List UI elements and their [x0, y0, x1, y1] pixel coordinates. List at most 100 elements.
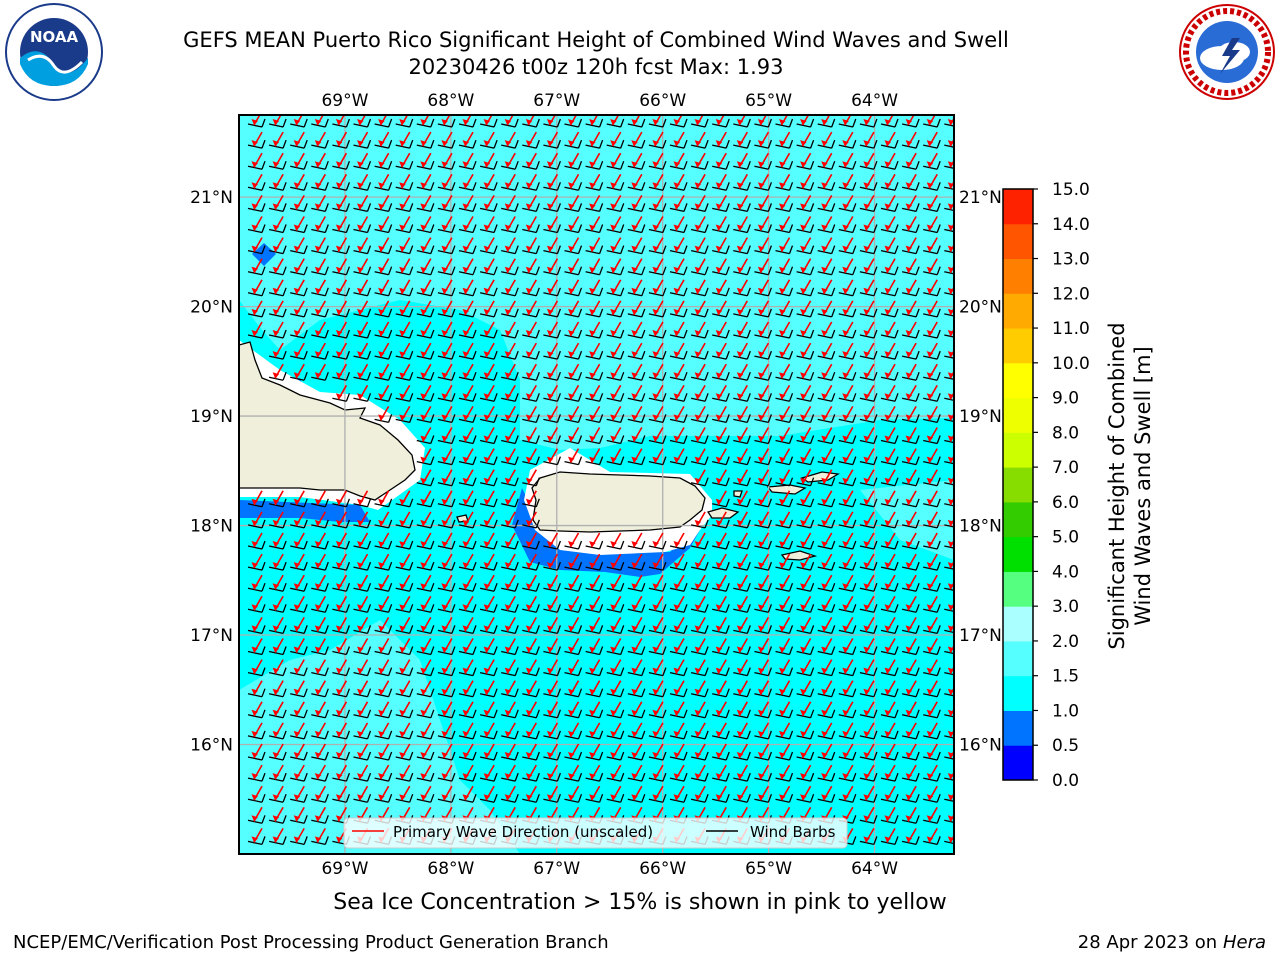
wind-barb	[543, 435, 562, 445]
wind-barb	[944, 313, 954, 317]
wave-arrow-head	[399, 730, 406, 737]
wind-barb	[543, 604, 562, 613]
wind-barb	[416, 582, 435, 592]
wave-arrow-head	[779, 688, 786, 695]
wave-arrow-head	[335, 519, 343, 526]
wave-arrow-head	[589, 456, 596, 463]
wave-arrow-head	[842, 330, 849, 336]
wave-arrow-head	[694, 266, 702, 273]
wind-barb	[332, 308, 351, 318]
wave-arrow-head	[568, 330, 575, 336]
wave-arrow-head	[546, 794, 554, 801]
wave-arrow-head	[652, 794, 659, 801]
wave-arrow-head	[272, 161, 280, 168]
wave-arrow-head	[673, 393, 680, 400]
wave-arrow-head	[800, 414, 807, 421]
wind-barb	[353, 772, 372, 782]
wave-arrow-head	[272, 372, 280, 379]
wind-barb	[311, 709, 329, 719]
wave-arrow-head	[357, 224, 364, 231]
wave-arrow-head	[884, 794, 891, 801]
wind-barb	[606, 245, 625, 255]
wind-barb	[733, 625, 751, 635]
wave-arrow-head	[462, 414, 469, 421]
wind-barb	[522, 203, 540, 213]
wave-arrow-head	[926, 287, 934, 294]
colorbar-tick-label: 3.0	[1052, 597, 1079, 617]
wind-barb	[585, 667, 604, 677]
wind-barb	[901, 498, 920, 508]
wave-arrow-head	[863, 688, 870, 695]
wind-barb	[817, 371, 836, 381]
wave-arrow-head	[568, 752, 575, 758]
wind-barb	[501, 646, 519, 656]
lat-label-left: 20°N	[190, 298, 233, 318]
wind-barb	[733, 245, 751, 255]
wave-arrow-head	[863, 245, 870, 252]
wave-arrow-head	[905, 519, 913, 526]
wind-barb	[416, 393, 435, 402]
wave-arrow-head	[694, 604, 702, 611]
wave-arrow-head	[842, 456, 849, 463]
wave-arrow-head	[441, 161, 448, 168]
wind-barb	[796, 582, 815, 592]
wave-arrow-head	[884, 646, 891, 653]
wave-arrow-head	[610, 119, 617, 125]
colorbar-bin	[1003, 606, 1033, 642]
wave-arrow-head	[504, 414, 512, 421]
wave-arrow-head	[863, 646, 870, 653]
wind-barb	[880, 793, 899, 803]
wind-barb	[796, 688, 815, 698]
wave-arrow-head	[314, 351, 322, 358]
wind-barb	[669, 118, 688, 128]
wave-arrow-head	[842, 794, 849, 801]
wave-arrow-head	[483, 351, 491, 358]
lon-label-top: 68°W	[427, 91, 474, 111]
wind-barb	[712, 709, 730, 719]
wave-arrow-head	[736, 182, 744, 189]
wave-arrow-head	[926, 372, 934, 379]
wind-barb	[690, 350, 709, 360]
wind-barb	[416, 224, 435, 234]
wind-barb	[901, 688, 920, 698]
wind-barb	[690, 393, 709, 402]
wind-barb	[268, 224, 287, 234]
wave-arrow-head	[504, 477, 512, 484]
wind-barb	[775, 477, 794, 487]
wind-barb	[754, 329, 773, 339]
wave-arrow-head	[779, 119, 786, 125]
wave-arrow-head	[715, 351, 723, 358]
wave-arrow-head	[884, 224, 891, 231]
wave-arrow-head	[947, 308, 954, 315]
wave-arrow-head	[631, 794, 638, 801]
wind-barb	[332, 203, 351, 213]
wind-barb	[880, 266, 899, 276]
wind-barb	[247, 772, 266, 782]
wind-barb	[648, 350, 667, 360]
wave-arrow-head	[483, 308, 491, 315]
wind-barb	[353, 182, 372, 191]
wind-barb	[268, 519, 287, 529]
wind-barb	[754, 393, 773, 402]
wave-arrow-head	[293, 330, 301, 336]
wind-barb	[796, 245, 815, 255]
wind-barb	[268, 540, 287, 550]
wind-barb	[901, 815, 920, 824]
wave-arrow-head	[335, 372, 343, 379]
wind-barb	[268, 604, 287, 613]
wind-barb	[817, 393, 836, 402]
wave-arrow-head	[357, 372, 364, 379]
wind-barb	[880, 435, 899, 445]
wave-arrow-head	[694, 646, 702, 653]
wave-arrow-head	[462, 688, 469, 695]
lon-label-top: 67°W	[533, 91, 580, 111]
wave-arrow-head	[251, 287, 258, 294]
wave-arrow-head	[462, 794, 469, 801]
wind-barb	[522, 414, 540, 424]
wave-arrow-head	[314, 562, 322, 569]
wind-barb	[374, 625, 393, 635]
wind-barb	[543, 793, 562, 803]
wind-barb	[501, 772, 519, 782]
wind-barb	[901, 350, 920, 360]
wave-arrow-head	[483, 562, 491, 569]
